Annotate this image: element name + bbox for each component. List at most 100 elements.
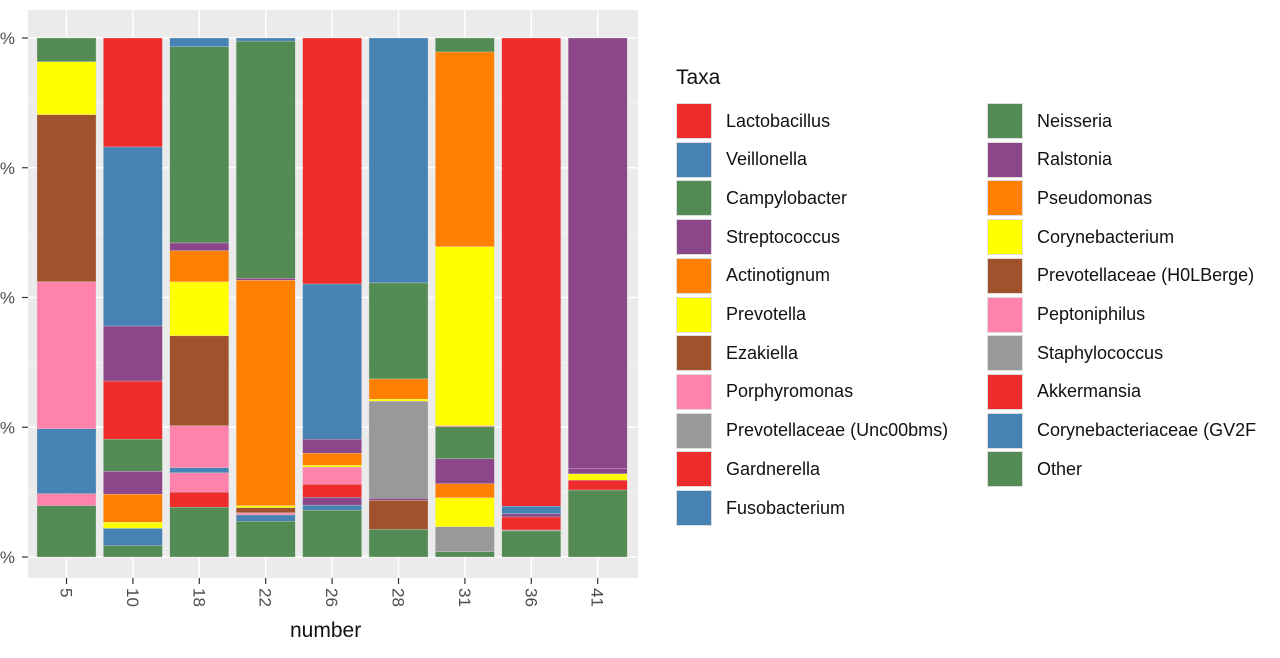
bar-segment xyxy=(302,504,362,511)
bar-segment xyxy=(169,467,229,474)
bar-segment xyxy=(169,46,229,244)
bar-segment xyxy=(169,250,229,283)
x-axis: 5 10 18 22 26 28 31 36 41 xyxy=(57,578,607,607)
legend-item: Corynebacteriaceae (GV2F xyxy=(987,412,1256,449)
legend-item: Staphylococcus xyxy=(987,335,1164,372)
legend-item: Actinotignum xyxy=(676,257,831,294)
bar-segment xyxy=(435,37,495,53)
bars xyxy=(36,37,628,558)
legend-swatch xyxy=(987,296,1023,333)
bar-41 xyxy=(568,37,628,558)
bar-segment xyxy=(435,51,495,247)
legend-label: Porphyromonas xyxy=(726,381,854,402)
bar-segment xyxy=(302,510,362,558)
x-tick-label: 28 xyxy=(389,588,408,607)
bar-segment xyxy=(103,545,163,558)
bar-segment xyxy=(568,37,628,469)
bar-segment xyxy=(169,507,229,558)
bar-segment xyxy=(236,521,296,558)
legend-label: Corynebacterium xyxy=(1037,226,1175,247)
bar-segment xyxy=(302,484,362,498)
x-tick-label: 10 xyxy=(123,588,142,607)
legend-label: Lactobacillus xyxy=(726,110,831,131)
legend-label: Veillonella xyxy=(726,149,808,170)
y-tick-label: 100% xyxy=(0,29,15,48)
bar-36 xyxy=(501,37,561,558)
legend-item: Fusobacterium xyxy=(676,490,845,526)
bar-segment xyxy=(103,522,163,529)
bar-segment xyxy=(568,473,628,481)
bar-31 xyxy=(435,37,495,558)
legend-swatch xyxy=(676,219,712,256)
legend-swatch xyxy=(676,451,712,488)
bar-segment xyxy=(36,61,97,115)
legend-label: Pseudomonas xyxy=(1037,187,1153,208)
legend-swatch xyxy=(987,373,1023,410)
y-tick-label: 0% xyxy=(0,548,15,567)
legend-item: Peptoniphilus xyxy=(987,296,1145,333)
bar-segment xyxy=(568,468,628,475)
x-tick-label: 26 xyxy=(322,588,341,607)
legend-swatch xyxy=(676,490,712,526)
bar-segment xyxy=(236,512,296,516)
legend-swatch xyxy=(987,103,1023,139)
stacked-bar-chart: 0% 25% 50% 75% 100% 5 10 18 22 26 28 31 36 41 xyxy=(0,10,638,607)
legend-label: Prevotellaceae (Unc00bms) xyxy=(726,420,949,441)
x-tick-label: 5 xyxy=(57,588,76,597)
bar-segment xyxy=(568,480,628,491)
x-tick-label: 22 xyxy=(256,588,275,607)
bar-segment xyxy=(169,491,229,508)
bar-segment xyxy=(103,439,163,472)
bar-segment xyxy=(501,37,561,507)
bar-26 xyxy=(302,37,362,558)
bar-segment xyxy=(169,472,229,493)
bar-segment xyxy=(435,483,495,498)
bar-segment xyxy=(368,399,429,402)
x-tick-label: 36 xyxy=(521,588,540,607)
bar-segment xyxy=(368,500,429,530)
bar-segment xyxy=(501,530,561,558)
bar-segment xyxy=(103,380,163,440)
bar-segment xyxy=(368,37,429,284)
bar-segment xyxy=(236,280,296,506)
bar-segment xyxy=(236,507,296,514)
legend-label: Fusobacterium xyxy=(726,497,846,518)
legend-swatch xyxy=(676,257,712,294)
bar-segment xyxy=(368,401,429,499)
legend-swatch xyxy=(676,103,712,139)
legend-item: Lactobacillus xyxy=(676,103,830,139)
bar-segment xyxy=(103,528,163,546)
legend-label: Staphylococcus xyxy=(1037,342,1164,363)
legend-item: Other xyxy=(987,451,1082,488)
legend-item: Pseudomonas xyxy=(987,180,1153,217)
bar-segment xyxy=(236,278,296,281)
legend-swatch xyxy=(987,451,1023,488)
bar-segment xyxy=(36,281,97,429)
bar-segment xyxy=(501,516,561,531)
bar-segment xyxy=(103,325,163,382)
legend-label: Actinotignum xyxy=(726,265,831,286)
bar-28 xyxy=(368,37,429,558)
x-tick-label: 18 xyxy=(189,588,208,607)
legend-item: Neisseria xyxy=(987,103,1112,139)
x-axis-title: number xyxy=(290,619,362,642)
legend-item: Porphyromonas xyxy=(676,373,854,410)
x-tick-label: 41 xyxy=(588,588,607,607)
legend-swatch xyxy=(676,412,712,449)
bar-segment xyxy=(36,428,97,494)
bar-segment xyxy=(236,505,296,508)
y-axis: 0% 25% 50% 75% 100% xyxy=(0,29,28,567)
bar-segment xyxy=(236,40,296,279)
legend-label: Streptococcus xyxy=(726,226,841,247)
bar-segment xyxy=(302,497,362,506)
legend-item: Ralstonia xyxy=(987,141,1113,178)
bar-segment xyxy=(169,242,229,251)
legend-item: Gardnerella xyxy=(676,451,820,488)
bar-segment xyxy=(103,146,163,327)
bar-segment xyxy=(36,37,97,63)
legend-label: Ralstonia xyxy=(1037,149,1113,170)
bar-segment xyxy=(169,281,229,337)
bar-segment xyxy=(103,471,163,495)
legend-swatch xyxy=(676,296,712,333)
bar-segment xyxy=(169,335,229,426)
